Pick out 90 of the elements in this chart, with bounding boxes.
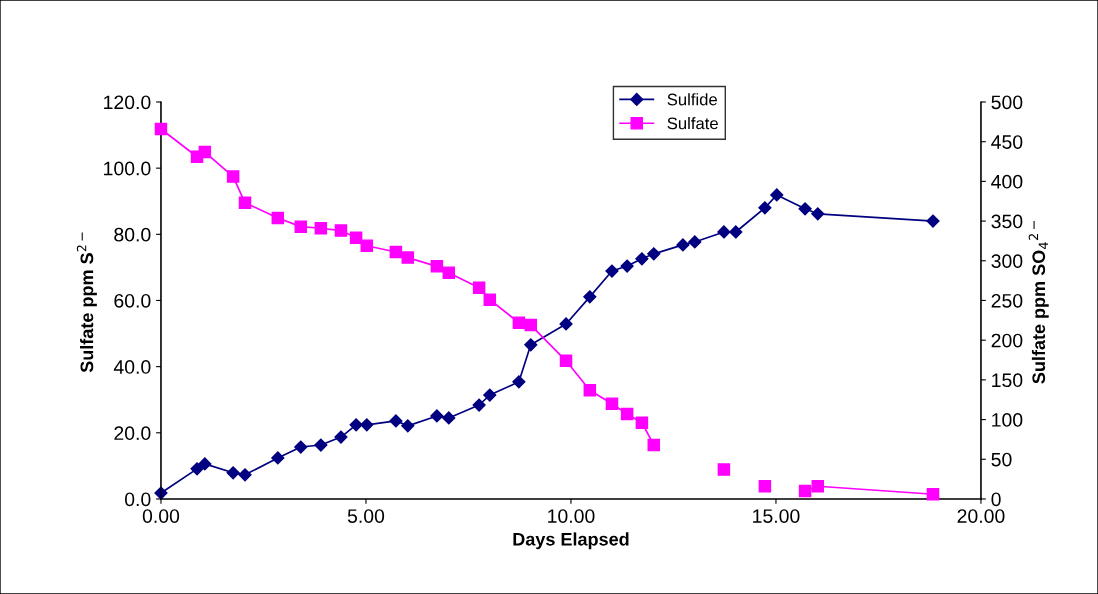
point: [334, 430, 348, 444]
y2-tick-label: 250: [991, 293, 1023, 308]
point: [729, 225, 743, 239]
point: [472, 281, 486, 295]
point: [512, 375, 526, 389]
point: [430, 260, 444, 273]
point: [401, 419, 415, 433]
x-tick-label: 15.00: [753, 509, 800, 523]
point: [620, 407, 634, 421]
point: [360, 418, 374, 432]
y2-tick-label: 450: [991, 135, 1023, 149]
point: [798, 202, 812, 216]
point: [635, 416, 649, 429]
point: [226, 170, 240, 183]
x-tick-label: 0.00: [142, 509, 180, 523]
x-axis-title: Days Elapsed: [513, 532, 629, 550]
y-axis-title: Sulfate ppm S$^{2−}$: [76, 232, 97, 373]
y2-tick-label: 50: [991, 452, 1012, 467]
point: [559, 354, 573, 368]
y-tick-label: 60.0: [114, 293, 151, 308]
y-tick-label: 120.0: [104, 95, 151, 110]
point: [430, 409, 444, 423]
y2-tick-label: 500: [991, 95, 1023, 110]
y-tick-label: 100.0: [104, 161, 151, 176]
y2-tick-label: 400: [991, 174, 1023, 189]
point: [620, 259, 634, 273]
x-tick-label: 20.00: [957, 509, 1005, 523]
y-tick-label: 0.0: [124, 492, 151, 507]
point: [294, 220, 308, 233]
y2-tick-label: 200: [991, 333, 1023, 348]
point: [442, 266, 456, 279]
point: [190, 462, 204, 476]
point: [154, 122, 168, 136]
point: [349, 418, 363, 432]
y2-tick-label: 150: [992, 373, 1023, 388]
point: [758, 201, 772, 215]
y2-tick-label: 350: [991, 214, 1023, 229]
point: [717, 463, 731, 476]
point: [926, 487, 940, 501]
y-tick-label: 40.0: [113, 360, 151, 374]
x-tick-label: 10.00: [548, 509, 595, 523]
point: [271, 451, 285, 465]
point: [647, 247, 661, 261]
y2-tick-label: 300: [991, 254, 1023, 269]
y2-tick-label: 100: [992, 413, 1023, 427]
point: [360, 239, 374, 252]
point: [583, 383, 597, 397]
point: [798, 484, 812, 498]
point: [198, 145, 212, 159]
point: [389, 414, 403, 428]
point: [635, 252, 649, 266]
point: [314, 221, 328, 235]
point: [472, 398, 486, 412]
point: [676, 238, 690, 252]
point: [238, 196, 252, 210]
point: [442, 411, 456, 425]
point: [401, 251, 415, 264]
point: [605, 397, 619, 410]
point: [294, 440, 308, 454]
point: [717, 225, 731, 239]
point: [271, 211, 285, 225]
y-tick-label: 20.0: [114, 426, 151, 441]
point: [349, 231, 363, 245]
point: [198, 457, 212, 471]
point: [524, 318, 538, 332]
point: [688, 235, 702, 249]
legend-label: Sulfate: [667, 117, 718, 130]
point: [389, 245, 403, 259]
y2-axis-title: Sulfate ppm SO$_{4}$$^{2−}$: [1028, 221, 1049, 384]
point: [926, 214, 940, 228]
point: [559, 317, 573, 331]
point: [512, 316, 526, 329]
point: [334, 224, 348, 237]
point: [483, 388, 497, 402]
point: [524, 338, 538, 352]
point: [314, 438, 328, 452]
point: [583, 290, 597, 304]
point: [483, 293, 497, 306]
point: [758, 480, 772, 493]
point: [770, 188, 784, 202]
point: [647, 438, 661, 452]
point: [238, 468, 252, 482]
y2-tick-label: 0: [991, 492, 1001, 507]
y-tick-label: 80.0: [114, 227, 151, 242]
legend-label: Sulfide: [667, 93, 717, 106]
x-tick-label: 5.00: [347, 509, 385, 523]
point: [226, 466, 240, 480]
point: [811, 207, 825, 221]
point: [605, 264, 619, 278]
point: [811, 480, 825, 493]
